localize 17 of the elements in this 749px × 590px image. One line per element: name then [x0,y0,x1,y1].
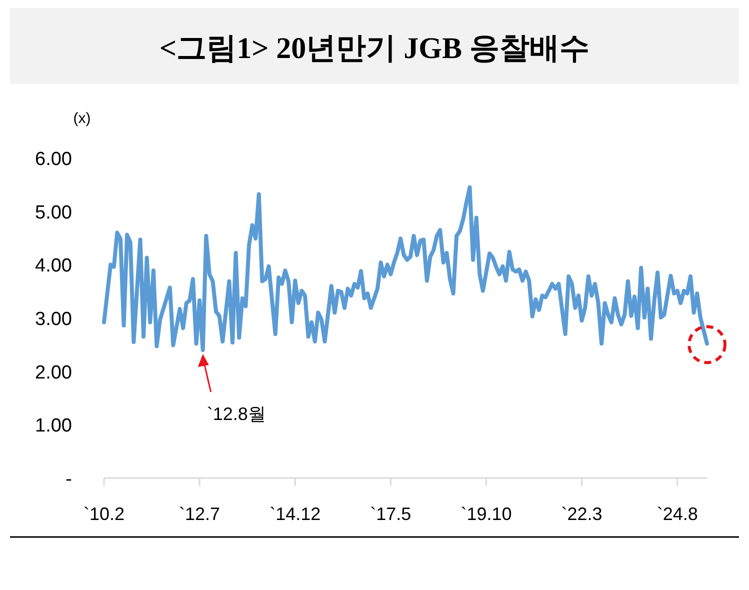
y-tick-label: 6.00 [35,149,72,170]
y-axis-title: (x) [73,110,91,127]
x-tick-label: `22.3 [561,504,602,524]
x-tick-label: `12.7 [179,504,220,524]
x-tick-label: `14.12 [270,504,321,524]
chart-title: <그림1> 20년만기 JGB 응찰배수 [159,32,590,65]
x-tick-label: `24.8 [656,504,698,524]
y-tick-label: 3.00 [35,309,72,330]
x-tick-label: `17.5 [370,504,412,524]
x-tick-label: `10.2 [83,504,125,524]
x-tick-label: `19.10 [460,504,512,524]
y-tick-label: 4.00 [35,256,72,277]
y-tick-label: 5.00 [35,202,72,224]
y-tick-label: 1.00 [35,416,72,437]
y-tick-label: 2.00 [35,362,72,384]
annotation: `12.8월 [206,404,266,424]
y-tick-label: - [66,469,72,490]
